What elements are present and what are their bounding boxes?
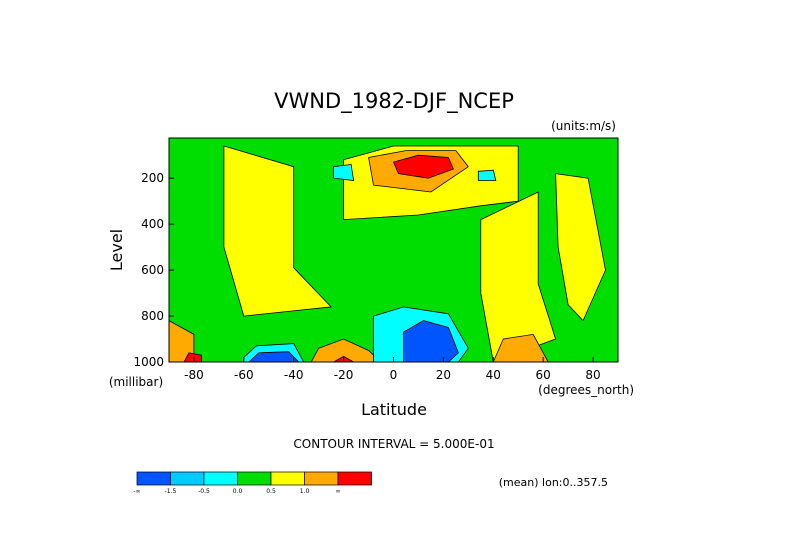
x-tick-label: -20 <box>334 368 354 382</box>
contour-interval-label: CONTOUR INTERVAL = 5.000E-01 <box>293 437 494 451</box>
x-axis-label: Latitude <box>361 400 427 419</box>
contour-region-positive-2 <box>480 191 557 363</box>
contour-region-positive-3 <box>555 173 606 322</box>
y-tick-label: 400 <box>141 217 164 231</box>
colorbar-swatch <box>136 471 171 486</box>
colorbar-label: 1.0 <box>300 488 310 495</box>
mean-longitude-note: (mean) lon:0..357.5 <box>499 476 608 489</box>
x-tick-label: -80 <box>184 368 204 382</box>
colorbar-swatch <box>304 471 339 486</box>
colorbar-label: ∞ <box>336 488 341 495</box>
x-tick-label: -60 <box>234 368 254 382</box>
plot-area: -80 -60 -40 -20 0 20 40 60 80 200 400 600 800 1000 <box>133 137 619 382</box>
colorbar-label: 0.0 <box>233 488 243 495</box>
x-tick-label: 40 <box>486 368 501 382</box>
units-note: (units:m/s) <box>551 119 616 133</box>
y-tick-label: 200 <box>141 171 164 185</box>
y-axis-label: Level <box>107 229 126 271</box>
y-axis-units: (millibar) <box>109 375 163 389</box>
x-tick-label: 0 <box>390 368 398 382</box>
y-tick-label: 1000 <box>133 355 164 369</box>
x-tick-label: -40 <box>284 368 304 382</box>
chart-title: VWND_1982-DJF_NCEP <box>274 89 514 114</box>
colorbar-label: -0.5 <box>198 488 210 495</box>
colorbar: -∞ -1.5 -0.5 0.0 0.5 1.0 ∞ <box>133 471 372 495</box>
y-tick-label: 600 <box>141 263 164 277</box>
x-tick-label: 20 <box>436 368 451 382</box>
x-axis-ticks: -80 -60 -40 -20 0 20 40 60 80 <box>184 357 601 382</box>
colorbar-swatch <box>270 471 305 486</box>
contour-region-low-14 <box>477 169 497 181</box>
colorbar-label: 0.5 <box>266 488 276 495</box>
x-tick-label: 80 <box>585 368 600 382</box>
colorbar-label: -1.5 <box>165 488 177 495</box>
contour-region-max-8 <box>392 154 454 179</box>
colorbar-label: -∞ <box>133 488 140 495</box>
x-axis-units: (degrees_north) <box>538 383 634 397</box>
colorbar-swatch <box>203 471 238 486</box>
contour-region-low-13 <box>333 163 355 181</box>
x-tick-label: 60 <box>536 368 551 382</box>
y-tick-label: 800 <box>141 309 164 323</box>
colorbar-swatch <box>237 471 272 486</box>
colorbar-swatch <box>170 471 205 486</box>
y-axis-ticks: 200 400 600 800 1000 <box>133 171 174 369</box>
contour-regions <box>168 145 606 363</box>
colorbar-swatch <box>337 471 372 486</box>
contour-region-positive-0 <box>223 145 332 317</box>
